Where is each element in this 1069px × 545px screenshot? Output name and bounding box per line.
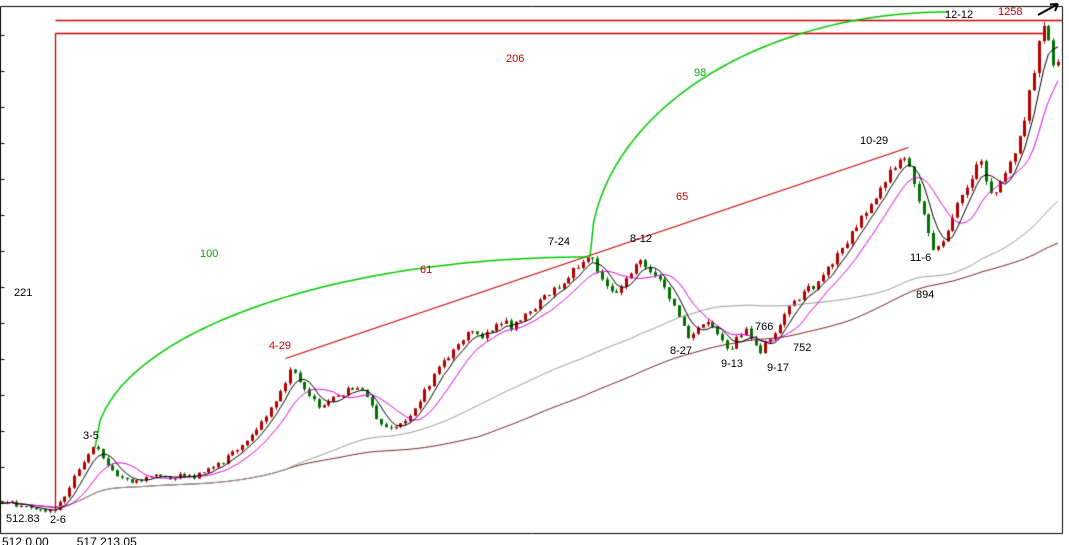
status-bar: 512 0.00 517 213.05 (2, 536, 137, 545)
trend-arrow-icon (1037, 3, 1059, 16)
status-value-left: 512 0.00 (2, 535, 49, 545)
status-value-right: 517 213.05 (76, 535, 137, 545)
